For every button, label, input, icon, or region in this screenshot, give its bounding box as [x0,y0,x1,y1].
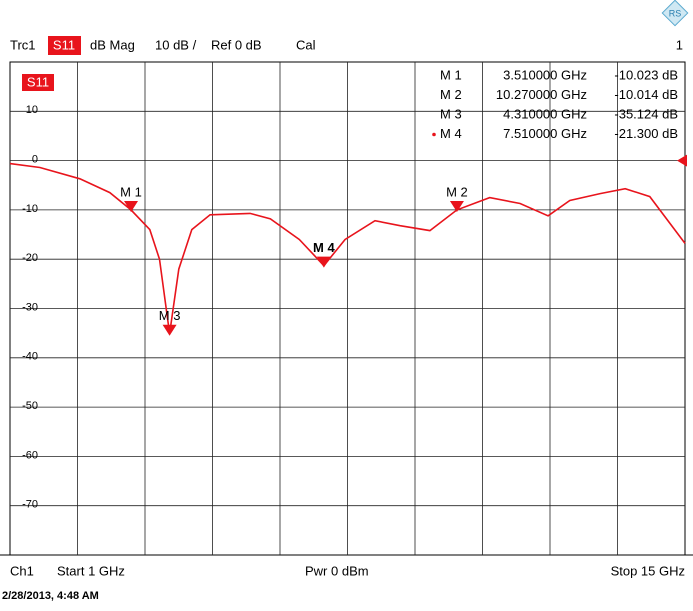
table-x: 7.510000 GHz [503,126,587,141]
y-tick-label: -30 [22,301,38,313]
y-tick-label: 0 [32,154,38,166]
trace [9,162,686,334]
format-label: dB Mag [90,37,135,52]
table-value: -21.300 dB [614,126,678,141]
active-dot [432,132,436,137]
table-name: M 2 [440,87,462,102]
footer-power: Pwr 0 dBm [305,563,369,578]
y-tick-label: -40 [22,351,38,363]
marker-label: M 2 [446,184,468,199]
param-box [48,36,81,55]
reference-marker [677,154,687,167]
cal-label: Cal [296,37,316,52]
svg-text:RS: RS [669,8,682,18]
marker-label: M 3 [159,308,181,323]
trace-tag-box [22,74,54,91]
marker-label: M 1 [120,184,142,199]
marker-triangle [449,200,464,212]
table-value: -35.124 dB [614,106,678,121]
marker-triangle [316,256,331,268]
table-x: 10.270000 GHz [496,87,587,102]
y-tick-label: -20 [22,252,38,264]
marker-triangle [124,201,139,213]
table-value: -10.023 dB [614,67,678,82]
y-tick-label: -50 [22,400,38,412]
table-value: -10.014 dB [614,87,678,102]
channel-number: 1 [676,37,683,52]
trace-label: Trc1 [10,37,36,52]
table-x: 3.510000 GHz [503,67,587,82]
timestamp: 2/28/2013, 4:48 AM [2,590,99,602]
trace-tag: S11 [27,74,49,89]
table-x: 4.310000 GHz [503,106,587,121]
param-label: S11 [53,37,75,52]
y-tick-label: -60 [22,449,38,461]
logo: RS [661,0,689,27]
y-tick-label: -70 [22,499,38,511]
marker-label: M 4 [313,240,335,255]
y-tick-label: 10 [26,104,38,116]
table-name: M 1 [440,67,462,82]
y-tick-label: -10 [22,203,38,215]
ref-label: Ref 0 dB [211,37,262,52]
footer-channel: Ch1 [10,563,34,578]
table-name: M 4 [440,126,462,141]
scale-label: 10 dB / [155,37,197,52]
table-name: M 3 [440,106,462,121]
footer-start: Start 1 GHz [57,563,125,578]
marker-triangle [162,324,177,336]
footer-stop: Stop 15 GHz [611,563,685,578]
